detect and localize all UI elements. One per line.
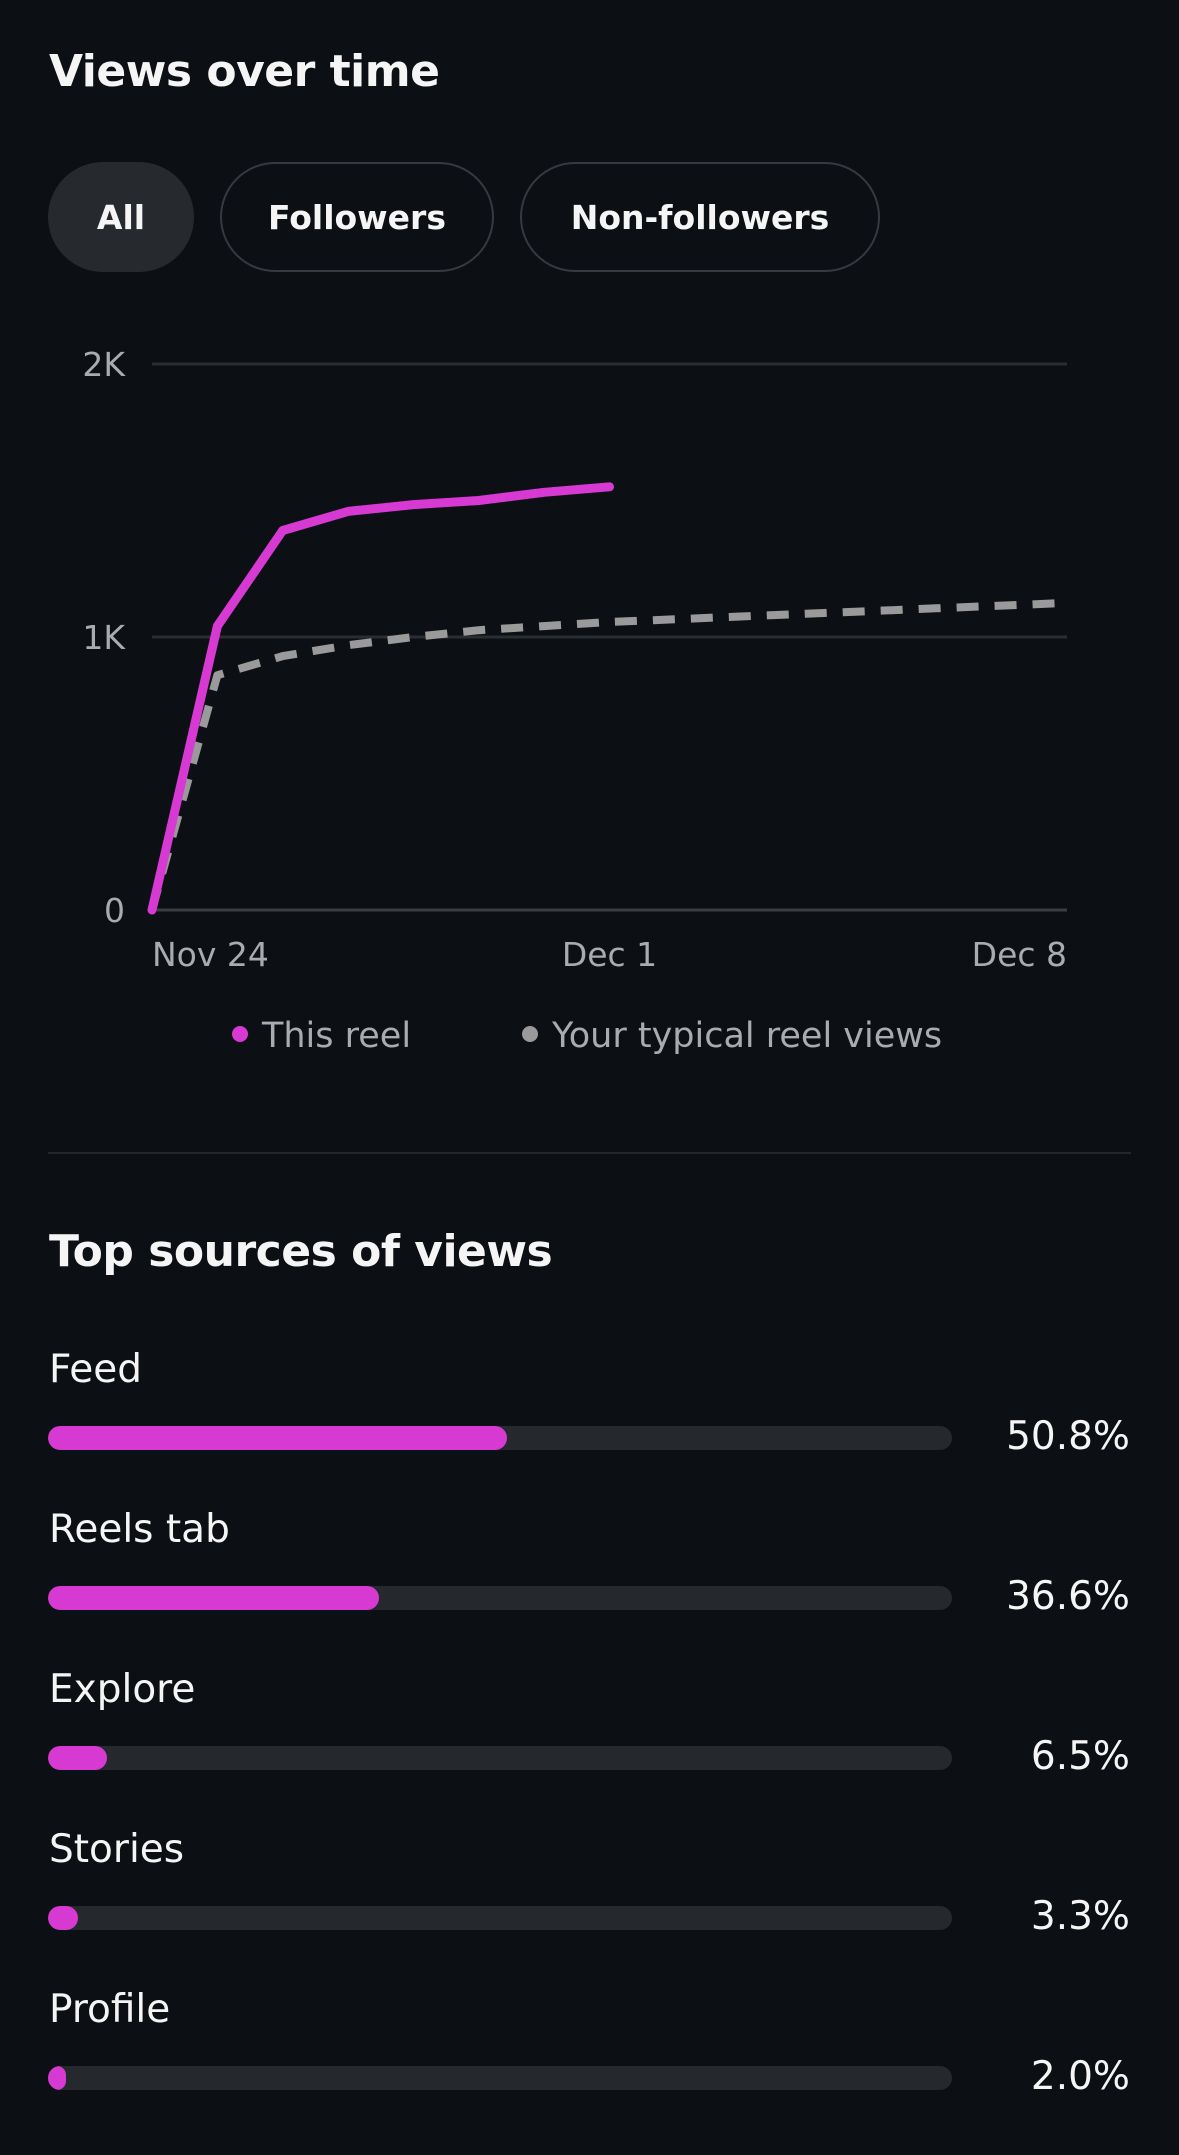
- source-label: Feed: [49, 1347, 143, 1392]
- x-tick-label: Dec 8: [972, 935, 1067, 974]
- source-progress-fill: [48, 1746, 107, 1770]
- source-row-profile: Profile 2.0%: [0, 1990, 1179, 2140]
- x-tick-label: Dec 1: [562, 935, 657, 974]
- chart-series: [147, 482, 1068, 915]
- top-sources-title: Top sources of views: [49, 1226, 553, 1277]
- source-label: Reels tab: [49, 1507, 230, 1552]
- chart-legend[interactable]: This reel Your typical reel views: [232, 1016, 942, 1056]
- section-divider: [48, 1152, 1131, 1154]
- y-axis-ticks: 0 1K 2K: [82, 345, 126, 930]
- source-row-reels-tab: Reels tab 36.6%: [0, 1510, 1179, 1660]
- source-progress-track: [48, 2066, 952, 2090]
- source-percentage: 3.3%: [1030, 1894, 1130, 1939]
- typical-views-line: [148, 598, 1068, 912]
- source-percentage: 36.6%: [1006, 1574, 1130, 1619]
- views-over-time-chart: 0 1K 2K Nov 24 Dec 1 Dec 8 This reel Your typ…: [82, 345, 1068, 1056]
- source-progress-track: [48, 1746, 952, 1770]
- y-tick-label: 2K: [82, 345, 126, 384]
- legend-dot: [522, 1026, 538, 1042]
- x-axis-ticks: Nov 24 Dec 1 Dec 8: [152, 935, 1067, 974]
- x-tick-label: Nov 24: [152, 935, 269, 974]
- chart-gridlines: [152, 362, 1067, 912]
- this-reel-line: [147, 482, 614, 915]
- source-row-stories: Stories 3.3%: [0, 1830, 1179, 1980]
- filter-followers-button[interactable]: Followers: [220, 162, 494, 272]
- source-progress-track: [48, 1426, 952, 1450]
- source-progress-track: [48, 1586, 952, 1610]
- source-label: Profile: [49, 1987, 171, 2032]
- y-tick-label: 0: [104, 891, 125, 930]
- source-progress-fill: [48, 2066, 67, 2090]
- source-percentage: 6.5%: [1030, 1734, 1130, 1779]
- source-percentage: 2.0%: [1030, 2054, 1130, 2099]
- source-progress-track: [48, 1906, 952, 1930]
- source-label: Explore: [49, 1667, 196, 1712]
- source-row-explore: Explore 6.5%: [0, 1670, 1179, 1820]
- source-progress-fill: [48, 1426, 508, 1450]
- y-tick-label: 1K: [82, 618, 126, 657]
- views-over-time-title: Views over time: [49, 46, 440, 97]
- source-label: Stories: [49, 1827, 185, 1872]
- legend-label: This reel: [261, 1016, 411, 1056]
- source-progress-fill: [48, 1586, 379, 1610]
- source-progress-fill: [48, 1906, 78, 1930]
- filter-all-button[interactable]: All: [48, 162, 194, 272]
- filter-non-followers-button[interactable]: Non-followers: [520, 162, 880, 272]
- source-percentage: 50.8%: [1006, 1414, 1130, 1459]
- source-row-feed: Feed 50.8%: [0, 1350, 1179, 1500]
- legend-label: Your typical reel views: [551, 1016, 942, 1056]
- legend-dot: [232, 1026, 248, 1042]
